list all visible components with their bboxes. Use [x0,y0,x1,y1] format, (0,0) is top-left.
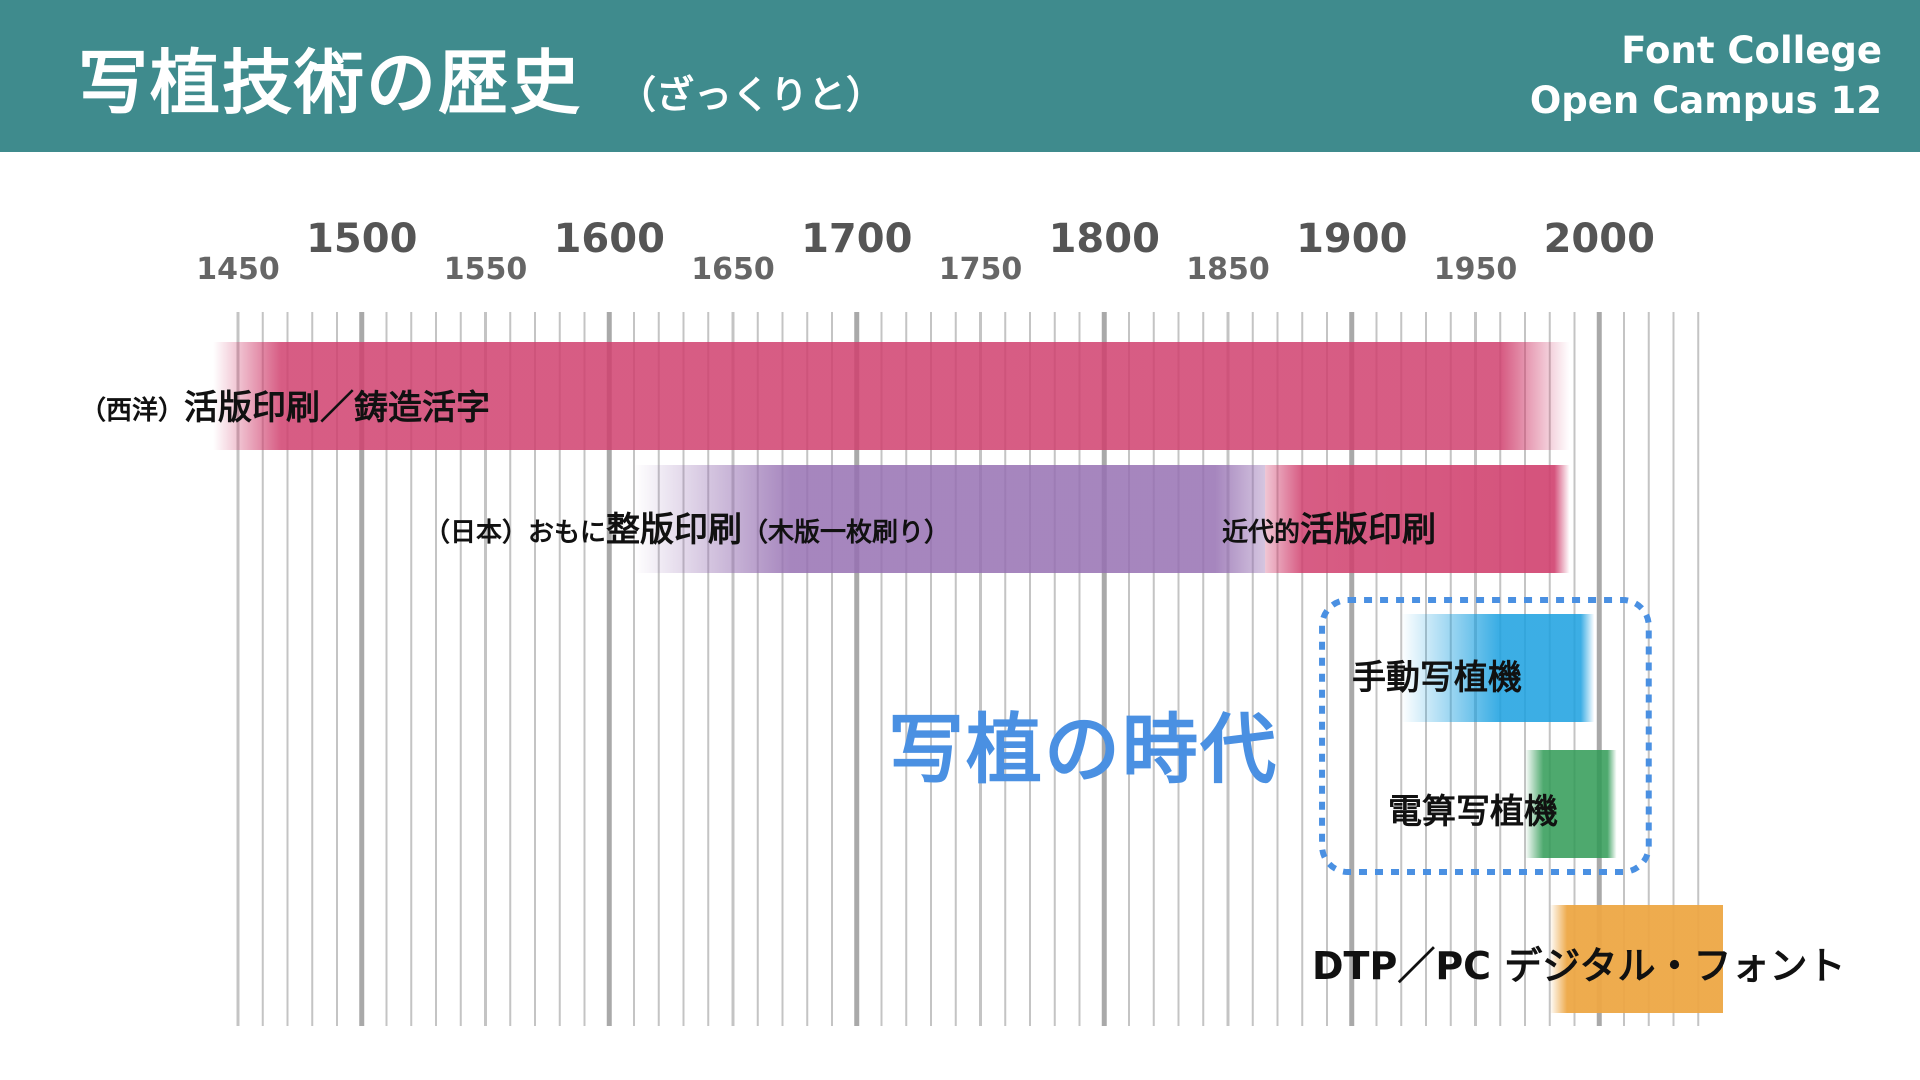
label-modern-prefix: 近代的 [1222,518,1301,548]
label-japan-woodblock: （日本）おもに整版印刷（木版一枚刷り） [424,502,950,551]
tick-label-1950: 1950 [1434,252,1518,287]
tick-label-1900: 1900 [1296,216,1407,262]
page-subtitle: （ざっくりと） [618,73,885,117]
bar-computer-phototype [1525,750,1617,858]
bar-modern-letterpress [1265,465,1570,573]
label-japan-suffix: （木版一枚刷り） [742,518,951,548]
header-bar: 写植技術の歴史 （ざっくりと） Font College Open Campus… [0,0,1920,152]
tick-label-1750: 1750 [939,252,1023,287]
bar-japan-woodblock [634,465,1266,573]
timeline-chart: 1500 1600 1700 1800 1900 2000 1450 1550 1650 1750… [196,216,1723,1026]
tick-label-1650: 1650 [691,252,775,287]
tick-label-1800: 1800 [1049,216,1160,262]
tick-label-1550: 1550 [444,252,528,287]
bar-manual-phototype [1401,614,1595,722]
label-west-prefix: （西洋） [80,396,185,426]
label-modern-letterpress: 近代的活版印刷 [1222,502,1436,551]
tick-label-1450: 1450 [196,252,280,287]
label-computer-phototype: 電算写植機 [1388,792,1558,832]
bar-dtp-digital-font [1549,905,1723,1013]
tick-label-1500: 1500 [306,216,417,262]
label-west-main: 活版印刷／鋳造活字 [184,388,491,428]
tick-label-1850: 1850 [1186,252,1270,287]
tick-label-1600: 1600 [554,216,665,262]
tick-label-1700: 1700 [801,216,912,262]
label-manual-phototype: 手動写植機 [1352,658,1522,698]
brand-block: Font College Open Campus 12 [1530,26,1882,126]
brand-line-1: Font College [1621,29,1882,72]
phototype-era-label: 写植の時代 [888,705,1278,794]
label-modern-main: 活版印刷 [1300,510,1437,550]
brand-line-2: Open Campus 12 [1529,79,1882,122]
bar-west-letterpress [213,342,1570,450]
tick-label-2000: 2000 [1544,216,1655,262]
timeline-tick-labels: 1500 1600 1700 1800 1900 2000 1450 1550 1650 1750… [196,216,1655,287]
label-dtp-digital-font: DTP／PC デジタル・フォント [1312,944,1846,988]
label-west-letterpress: （西洋）活版印刷／鋳造活字 [80,380,490,429]
label-japan-main: 整版印刷 [606,510,743,550]
page-title: 写植技術の歴史 [78,42,582,124]
label-japan-prefix: （日本）おもに [424,518,607,548]
timeline-bars [213,342,1723,1013]
